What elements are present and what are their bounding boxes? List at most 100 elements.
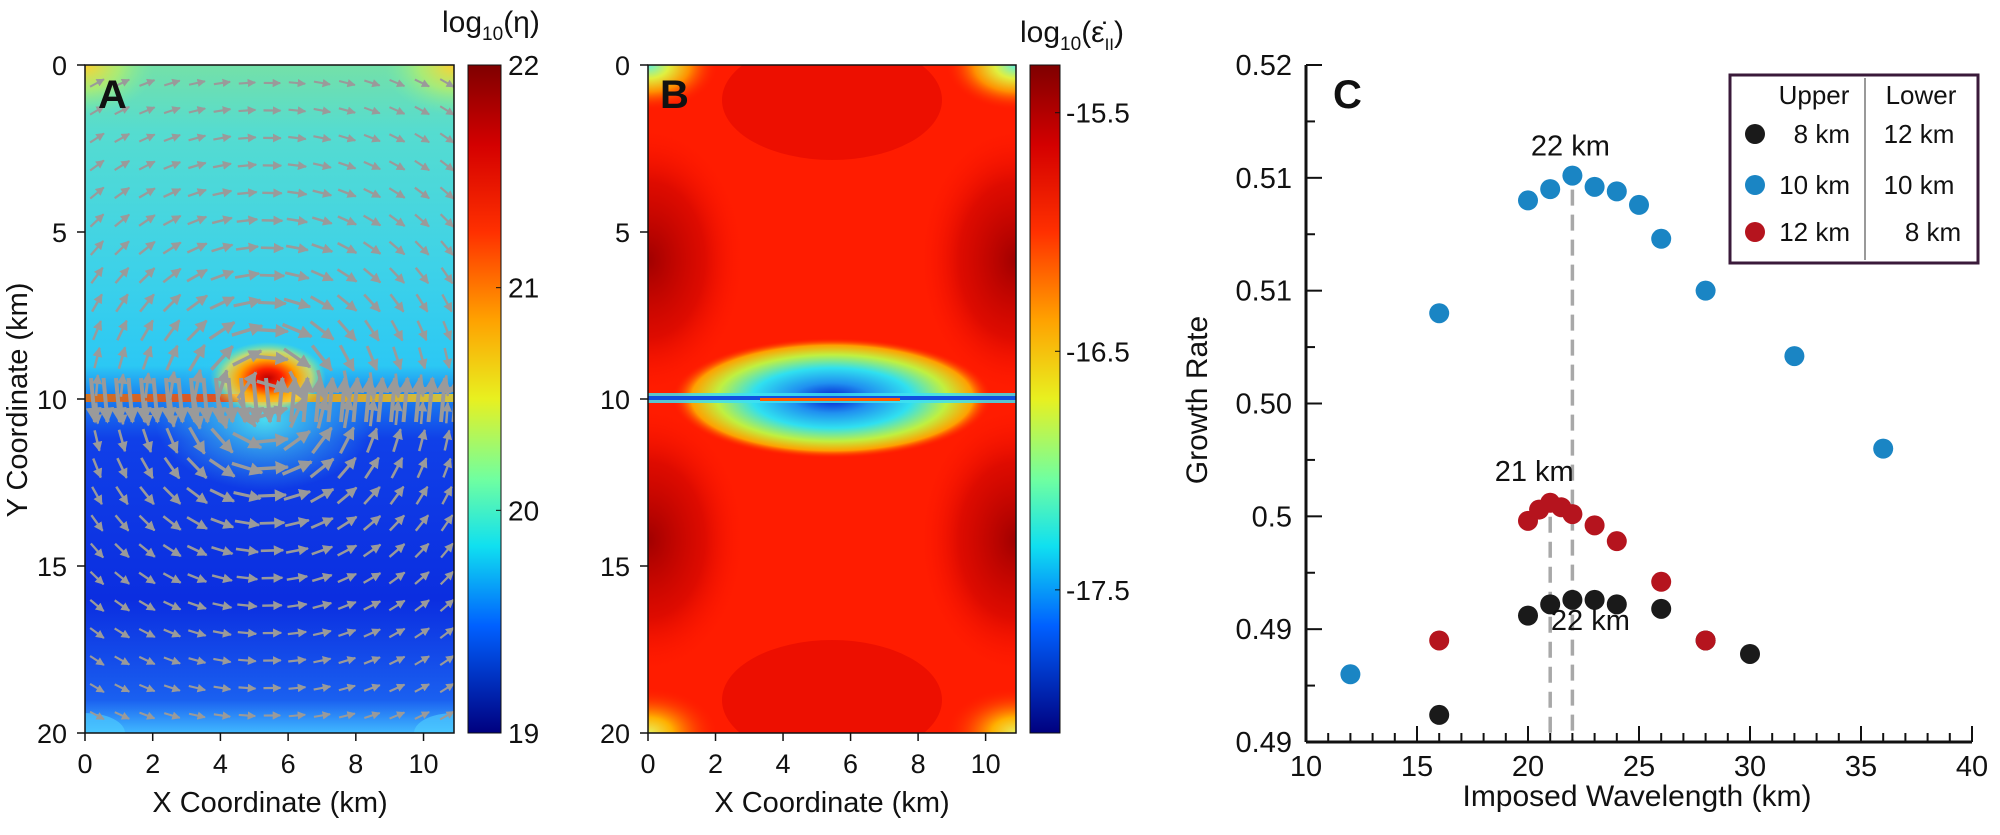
- data-point: [1651, 598, 1672, 619]
- velocity-arrow: [440, 240, 454, 256]
- velocity-arrow: [311, 216, 333, 226]
- velocity-arrow: [284, 517, 310, 528]
- data-point: [1651, 228, 1672, 249]
- velocity-arrow: [273, 376, 290, 423]
- velocity-arrow: [414, 267, 430, 284]
- velocity-arrow: [337, 456, 357, 480]
- y-tick-label: 15: [37, 552, 67, 582]
- velocity-arrow: [410, 376, 427, 423]
- panel-b-x-axis: 0 2 4 6 8 10: [640, 733, 1001, 779]
- velocity-arrow: [165, 344, 179, 371]
- velocity-arrow: [414, 542, 430, 559]
- legend-marker-black: [1745, 124, 1765, 144]
- data-point: [1651, 571, 1672, 592]
- velocity-arrow: [414, 627, 430, 639]
- velocity-arrow: [313, 683, 332, 693]
- velocity-arrow: [287, 161, 308, 171]
- y-tick-label: 0.51: [1236, 276, 1292, 308]
- velocity-arrow: [309, 487, 335, 504]
- velocity-arrow: [362, 543, 382, 558]
- velocity-arrow: [258, 297, 288, 310]
- velocity-arrow: [160, 377, 177, 424]
- velocity-arrow: [114, 571, 130, 585]
- velocity-arrow: [388, 655, 406, 666]
- velocity-arrow: [260, 242, 285, 254]
- velocity-arrow: [186, 457, 208, 479]
- panel-a-colorbar: log10(η) 22 21 20 19: [442, 6, 540, 749]
- velocity-arrow: [285, 243, 309, 254]
- velocity-arrow: [388, 240, 406, 256]
- panel-b-colorbar-title: log10(ε̇II): [1020, 16, 1124, 55]
- velocity-arrow: [313, 78, 331, 88]
- velocity-arrow: [284, 270, 310, 282]
- velocity-arrow: [163, 628, 182, 638]
- velocity-arrow: [416, 400, 428, 425]
- velocity-arrow: [360, 376, 377, 423]
- velocity-arrow: [163, 456, 181, 480]
- velocity-arrow: [138, 214, 156, 227]
- velocity-arrow: [212, 628, 232, 638]
- velocity-arrow: [163, 78, 181, 87]
- velocity-arrow: [114, 160, 131, 171]
- velocity-arrow: [138, 267, 156, 284]
- velocity-arrow: [311, 426, 333, 455]
- velocity-arrow: [362, 241, 382, 255]
- velocity-arrow: [414, 571, 430, 585]
- data-point: [1584, 176, 1605, 197]
- x-tick-label: 6: [281, 749, 296, 779]
- velocity-arrow: [414, 599, 430, 612]
- velocity-arrow: [313, 106, 332, 115]
- panel-b: B 0 2 4 6 8 10 0 5 10 15 20 X Coordinate (km) log…: [600, 16, 1130, 819]
- x-tick-label: 4: [213, 749, 228, 779]
- velocity-arrow: [92, 430, 103, 452]
- velocity-arrow: [338, 656, 357, 665]
- velocity-arrow: [235, 377, 252, 424]
- velocity-arrow: [287, 628, 308, 638]
- velocity-arrow: [312, 188, 333, 198]
- velocity-arrow: [162, 543, 182, 558]
- panel-b-colorbar-ticks: -15.5 -16.5 -17.5: [1055, 98, 1130, 606]
- x-tick-label: 6: [843, 749, 858, 779]
- velocity-arrow: [288, 78, 307, 88]
- velocity-arrow-field: [85, 78, 454, 721]
- velocity-arrow: [288, 656, 307, 665]
- velocity-arrow: [414, 240, 430, 256]
- velocity-arrow: [185, 377, 202, 424]
- x-tick-label: 10: [971, 749, 1001, 779]
- velocity-arrow: [389, 485, 405, 506]
- velocity-arrow: [260, 377, 277, 424]
- velocity-arrow: [337, 572, 358, 584]
- data-point: [1518, 605, 1538, 626]
- velocity-arrow: [138, 187, 156, 199]
- velocity-arrow: [388, 187, 406, 199]
- velocity-arrow: [191, 368, 205, 402]
- velocity-arrow: [89, 213, 105, 228]
- guide-lines: [1548, 189, 1575, 742]
- velocity-arrow: [259, 269, 286, 282]
- velocity-arrow: [338, 134, 357, 143]
- y-tick-label: 0: [615, 51, 630, 81]
- velocity-arrow: [414, 132, 430, 144]
- velocity-arrow: [210, 345, 234, 371]
- velocity-arrow: [89, 542, 105, 559]
- data-point: [1873, 438, 1894, 459]
- data-point: [1740, 643, 1760, 664]
- annotation-label: 22 km: [1551, 605, 1630, 637]
- data-points: [1340, 165, 1894, 725]
- velocity-arrow: [388, 267, 406, 284]
- velocity-arrow: [363, 160, 381, 171]
- velocity-arrow: [439, 626, 454, 640]
- velocity-arrow: [163, 684, 181, 693]
- y-tick-label: 5: [52, 218, 67, 248]
- velocity-arrow: [138, 655, 156, 666]
- velocity-arrow: [234, 269, 261, 281]
- data-point: [1584, 515, 1605, 536]
- velocity-arrow: [232, 349, 263, 367]
- velocity-arrow: [138, 543, 156, 558]
- velocity-arrow: [388, 627, 406, 639]
- panel-b-heatmap: [648, 65, 1016, 733]
- velocity-arrow: [439, 132, 454, 144]
- data-point: [1606, 594, 1627, 615]
- velocity-arrow: [373, 376, 390, 423]
- velocity-arrow: [313, 711, 331, 720]
